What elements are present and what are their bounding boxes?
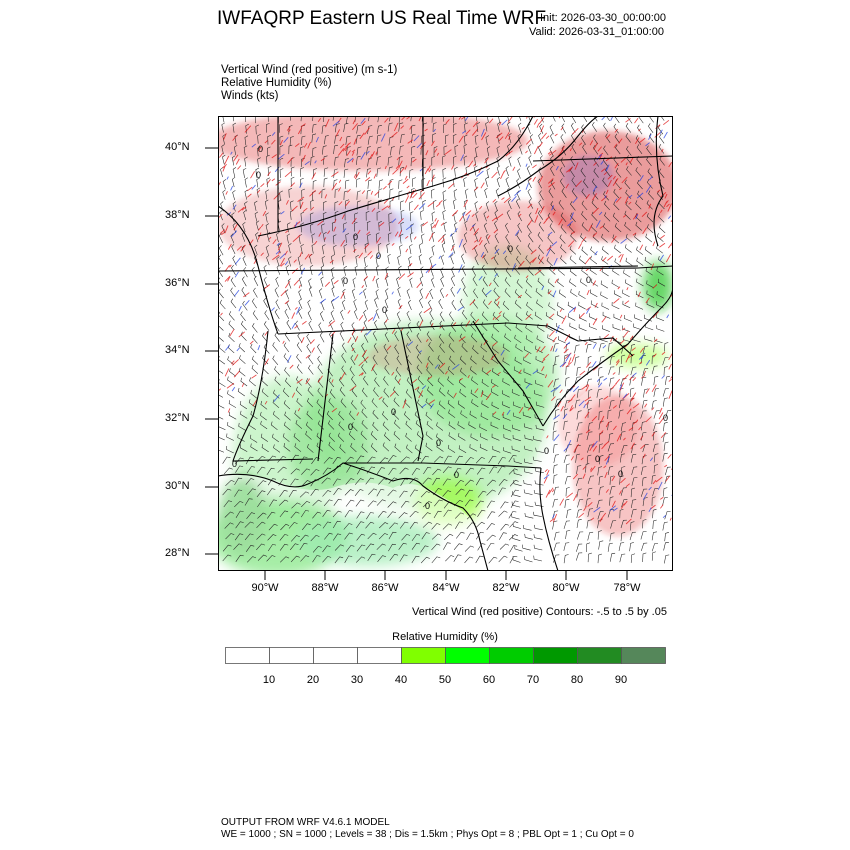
colorbar-segment — [533, 647, 578, 664]
contour-label: 0 — [618, 469, 623, 479]
lat-label: 36°N — [165, 277, 190, 289]
colorbar-label: 50 — [438, 674, 452, 686]
lon-label: 88°W — [311, 582, 339, 594]
colorbar-segment — [269, 647, 314, 664]
map-panel: 0 0 0 0 0 0 0 0 0 0 0 0 0 0 0 0 0 0 — [218, 116, 673, 571]
contour-label: 0 — [376, 251, 381, 261]
field-winds: Winds (kts) — [221, 90, 279, 102]
lon-label: 90°W — [251, 582, 279, 594]
colorbar-label: 30 — [350, 674, 364, 686]
colorbar-label: 90 — [614, 674, 628, 686]
colorbar-label: 40 — [394, 674, 408, 686]
contour-label: 0 — [436, 438, 441, 448]
contour-label: 0 — [586, 275, 591, 285]
lat-label: 34°N — [165, 344, 190, 356]
colorbar-segment — [489, 647, 534, 664]
state-boundaries — [218, 116, 673, 571]
colorbar-segment — [313, 647, 358, 664]
model-footer: OUTPUT FROM WRF V4.6.1 MODEL — [221, 817, 390, 828]
contour-label: 0 — [232, 459, 237, 469]
field-vertical-wind: Vertical Wind (red positive) (m s-1) — [221, 64, 398, 76]
lon-label: 86°W — [371, 582, 399, 594]
lon-label: 84°W — [432, 582, 460, 594]
contour-label: 0 — [595, 454, 600, 464]
colorbar-segment — [621, 647, 666, 664]
contour-label: 0 — [343, 276, 348, 286]
plot-title: IWFAQRP Eastern US Real Time WRF — [217, 8, 547, 29]
downdraft-contours — [225, 116, 673, 519]
contour-labels: 0 0 0 0 0 0 0 0 0 0 0 0 0 0 0 0 0 0 — [232, 144, 668, 511]
lat-label: 32°N — [165, 412, 190, 424]
colorbar-segment — [225, 647, 270, 664]
contour-label: 0 — [391, 407, 396, 417]
contour-label: 0 — [382, 305, 387, 315]
colorbar-segment — [357, 647, 402, 664]
contour-label: 0 — [425, 501, 430, 511]
colorbar-label: 70 — [526, 674, 540, 686]
updraft-contours — [218, 116, 673, 525]
lat-label: 40°N — [165, 141, 190, 153]
contour-label: 0 — [353, 232, 358, 242]
atlantic-water — [535, 306, 673, 571]
colorbar-label: 10 — [262, 674, 276, 686]
contour-label: 0 — [256, 170, 261, 180]
colorbar-segment — [445, 647, 490, 664]
wind-barb-paths — [218, 116, 672, 564]
valid-time: Valid: 2026-03-31_01:00:00 — [529, 26, 664, 38]
colorbar-segment — [577, 647, 622, 664]
lat-label: 28°N — [165, 547, 190, 559]
contour-label: 0 — [454, 470, 459, 480]
lon-label: 80°W — [552, 582, 580, 594]
colorbar-title: Relative Humidity (%) — [392, 631, 498, 643]
lon-label: 78°W — [613, 582, 641, 594]
contour-label: 0 — [348, 422, 353, 432]
lat-label: 38°N — [165, 209, 190, 221]
colorbar-segment — [401, 647, 446, 664]
colorbar-label: 60 — [482, 674, 496, 686]
contour-label: 0 — [258, 144, 263, 154]
contour-label: 0 — [508, 244, 513, 254]
colorbar-label: 80 — [570, 674, 584, 686]
wind-barbs — [218, 116, 673, 564]
lat-label: 30°N — [165, 480, 190, 492]
field-relative-humidity: Relative Humidity (%) — [221, 77, 332, 89]
contour-label: 0 — [663, 413, 668, 423]
lon-label: 82°W — [492, 582, 520, 594]
contour-label: 0 — [544, 446, 549, 456]
init-time: Init: 2026-03-30_00:00:00 — [540, 12, 666, 24]
model-config: WE = 1000 ; SN = 1000 ; Levels = 38 ; Di… — [221, 829, 634, 840]
colorbar-label: 20 — [306, 674, 320, 686]
humidity-colorbar — [225, 647, 666, 664]
contour-note: Vertical Wind (red positive) Contours: -… — [412, 606, 667, 618]
